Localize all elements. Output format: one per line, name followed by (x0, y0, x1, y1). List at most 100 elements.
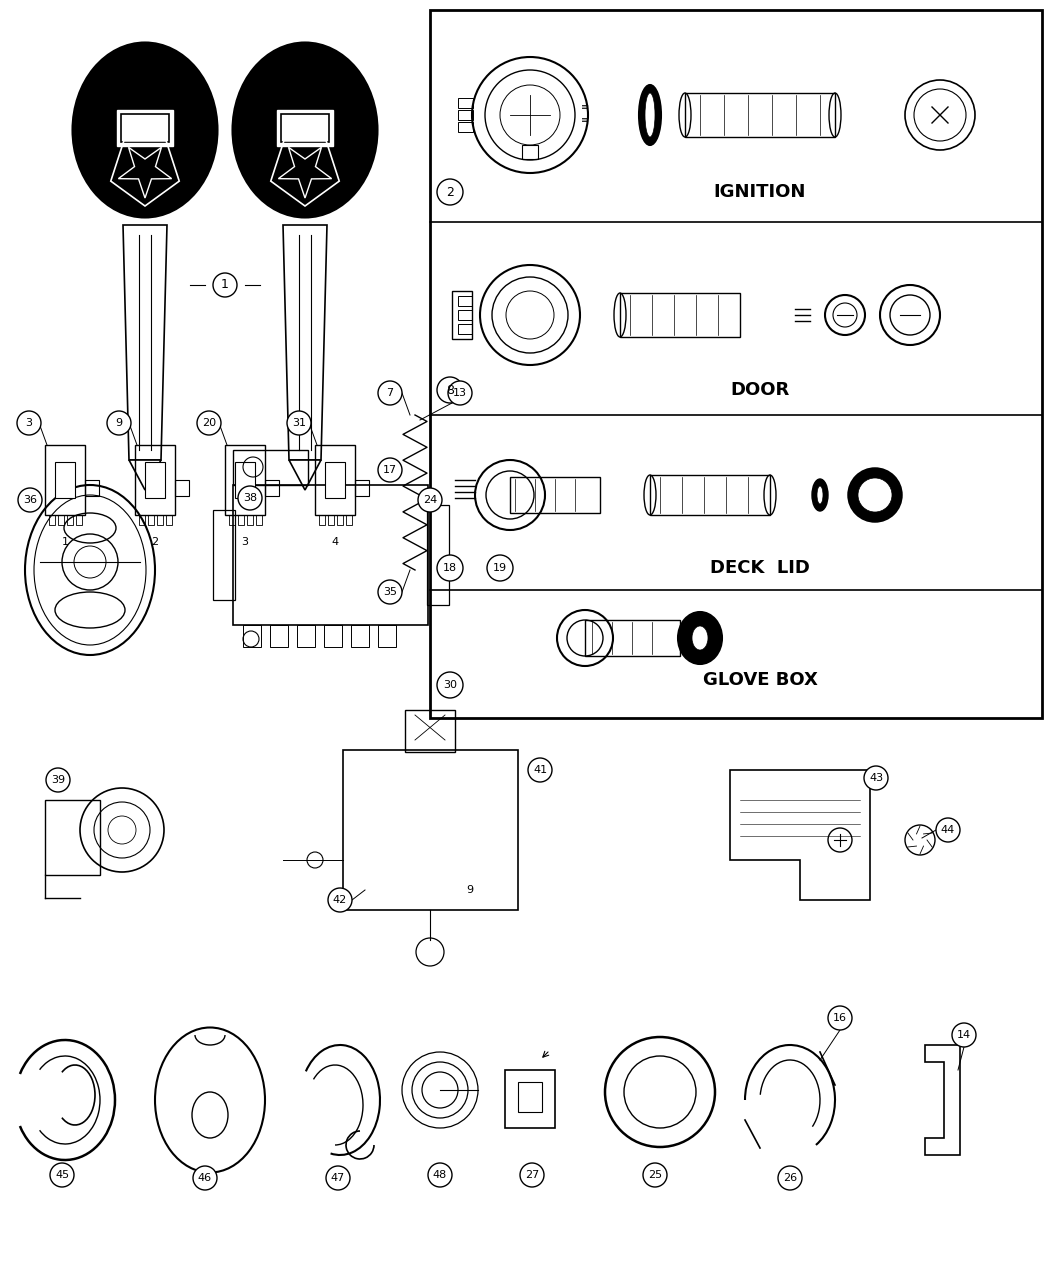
Text: 24: 24 (423, 495, 438, 505)
Circle shape (487, 555, 513, 581)
Bar (510, 477, 600, 513)
Bar (427, 505, 449, 605)
Text: 7: 7 (386, 388, 393, 398)
Bar (277, 110, 333, 146)
Ellipse shape (858, 478, 892, 512)
Circle shape (952, 1023, 976, 1048)
Text: 26: 26 (783, 1173, 797, 1183)
Text: 16: 16 (833, 1013, 847, 1023)
Bar (328, 515, 333, 524)
Bar (324, 625, 342, 647)
Text: 38: 38 (243, 492, 257, 503)
Bar (256, 515, 262, 524)
Bar (232, 485, 428, 625)
Polygon shape (129, 460, 161, 490)
Bar (157, 515, 163, 524)
Text: IGNITION: IGNITION (714, 183, 806, 201)
Text: GLOVE BOX: GLOVE BOX (703, 671, 817, 689)
Circle shape (437, 555, 463, 581)
Circle shape (193, 1166, 217, 1189)
Text: 2: 2 (151, 537, 159, 547)
Circle shape (437, 671, 463, 698)
Bar (45, 445, 85, 515)
Text: 2: 2 (446, 185, 453, 198)
Text: 45: 45 (55, 1170, 69, 1181)
Polygon shape (123, 225, 167, 460)
Bar (238, 515, 244, 524)
Polygon shape (289, 460, 321, 490)
Text: 18: 18 (443, 563, 457, 573)
Text: 13: 13 (453, 388, 467, 398)
Bar (585, 620, 680, 656)
Bar (55, 462, 75, 498)
Text: 36: 36 (23, 495, 37, 505)
Ellipse shape (817, 486, 823, 504)
Circle shape (437, 377, 463, 403)
Text: 48: 48 (432, 1170, 447, 1181)
Text: ≡: ≡ (581, 102, 589, 113)
Circle shape (828, 1007, 852, 1030)
Circle shape (428, 1163, 452, 1187)
Bar (458, 310, 472, 320)
Circle shape (328, 888, 352, 912)
Ellipse shape (232, 42, 378, 217)
Bar (315, 445, 355, 515)
Bar (685, 93, 835, 137)
Circle shape (378, 381, 402, 405)
Text: 44: 44 (940, 825, 955, 835)
Bar (452, 292, 472, 339)
Text: 9: 9 (116, 418, 123, 428)
Bar (235, 462, 255, 498)
Text: 25: 25 (648, 1170, 662, 1181)
Circle shape (287, 411, 311, 435)
Bar (281, 114, 329, 142)
Bar (232, 450, 308, 485)
Text: 35: 35 (383, 587, 397, 597)
Text: 27: 27 (525, 1170, 539, 1181)
Bar (430, 10, 1041, 718)
Bar (351, 625, 369, 647)
Ellipse shape (73, 42, 218, 217)
Circle shape (378, 458, 402, 482)
Circle shape (326, 1166, 350, 1189)
Bar (145, 462, 165, 498)
Bar (85, 480, 99, 496)
Text: 43: 43 (869, 773, 883, 783)
Text: 9: 9 (466, 885, 473, 895)
Bar (121, 114, 169, 142)
Text: 41: 41 (533, 765, 547, 775)
Bar (213, 510, 235, 600)
Circle shape (50, 1163, 74, 1187)
Bar (135, 445, 175, 515)
Bar (458, 122, 473, 132)
Bar (650, 475, 770, 515)
Text: 17: 17 (383, 466, 397, 475)
Text: 3: 3 (242, 537, 248, 547)
Text: DOOR: DOOR (730, 381, 790, 399)
Ellipse shape (812, 480, 828, 512)
Bar (346, 515, 352, 524)
Bar (522, 145, 538, 159)
Circle shape (378, 579, 402, 604)
Bar (76, 515, 82, 524)
Bar (297, 625, 315, 647)
Bar (378, 625, 396, 647)
Text: 19: 19 (493, 563, 507, 573)
Bar (243, 625, 261, 647)
Bar (117, 110, 173, 146)
Text: 30: 30 (443, 680, 457, 689)
Circle shape (864, 766, 888, 790)
Bar (58, 515, 64, 524)
Text: ≡: ≡ (581, 115, 589, 125)
Text: 4: 4 (331, 537, 339, 547)
Text: 20: 20 (202, 418, 216, 428)
Bar (45, 799, 100, 875)
Circle shape (213, 272, 237, 297)
Circle shape (643, 1163, 667, 1187)
Ellipse shape (639, 84, 661, 145)
Circle shape (448, 381, 472, 405)
Ellipse shape (849, 469, 901, 521)
Bar (458, 110, 473, 120)
Bar (458, 98, 473, 107)
Bar (49, 515, 55, 524)
